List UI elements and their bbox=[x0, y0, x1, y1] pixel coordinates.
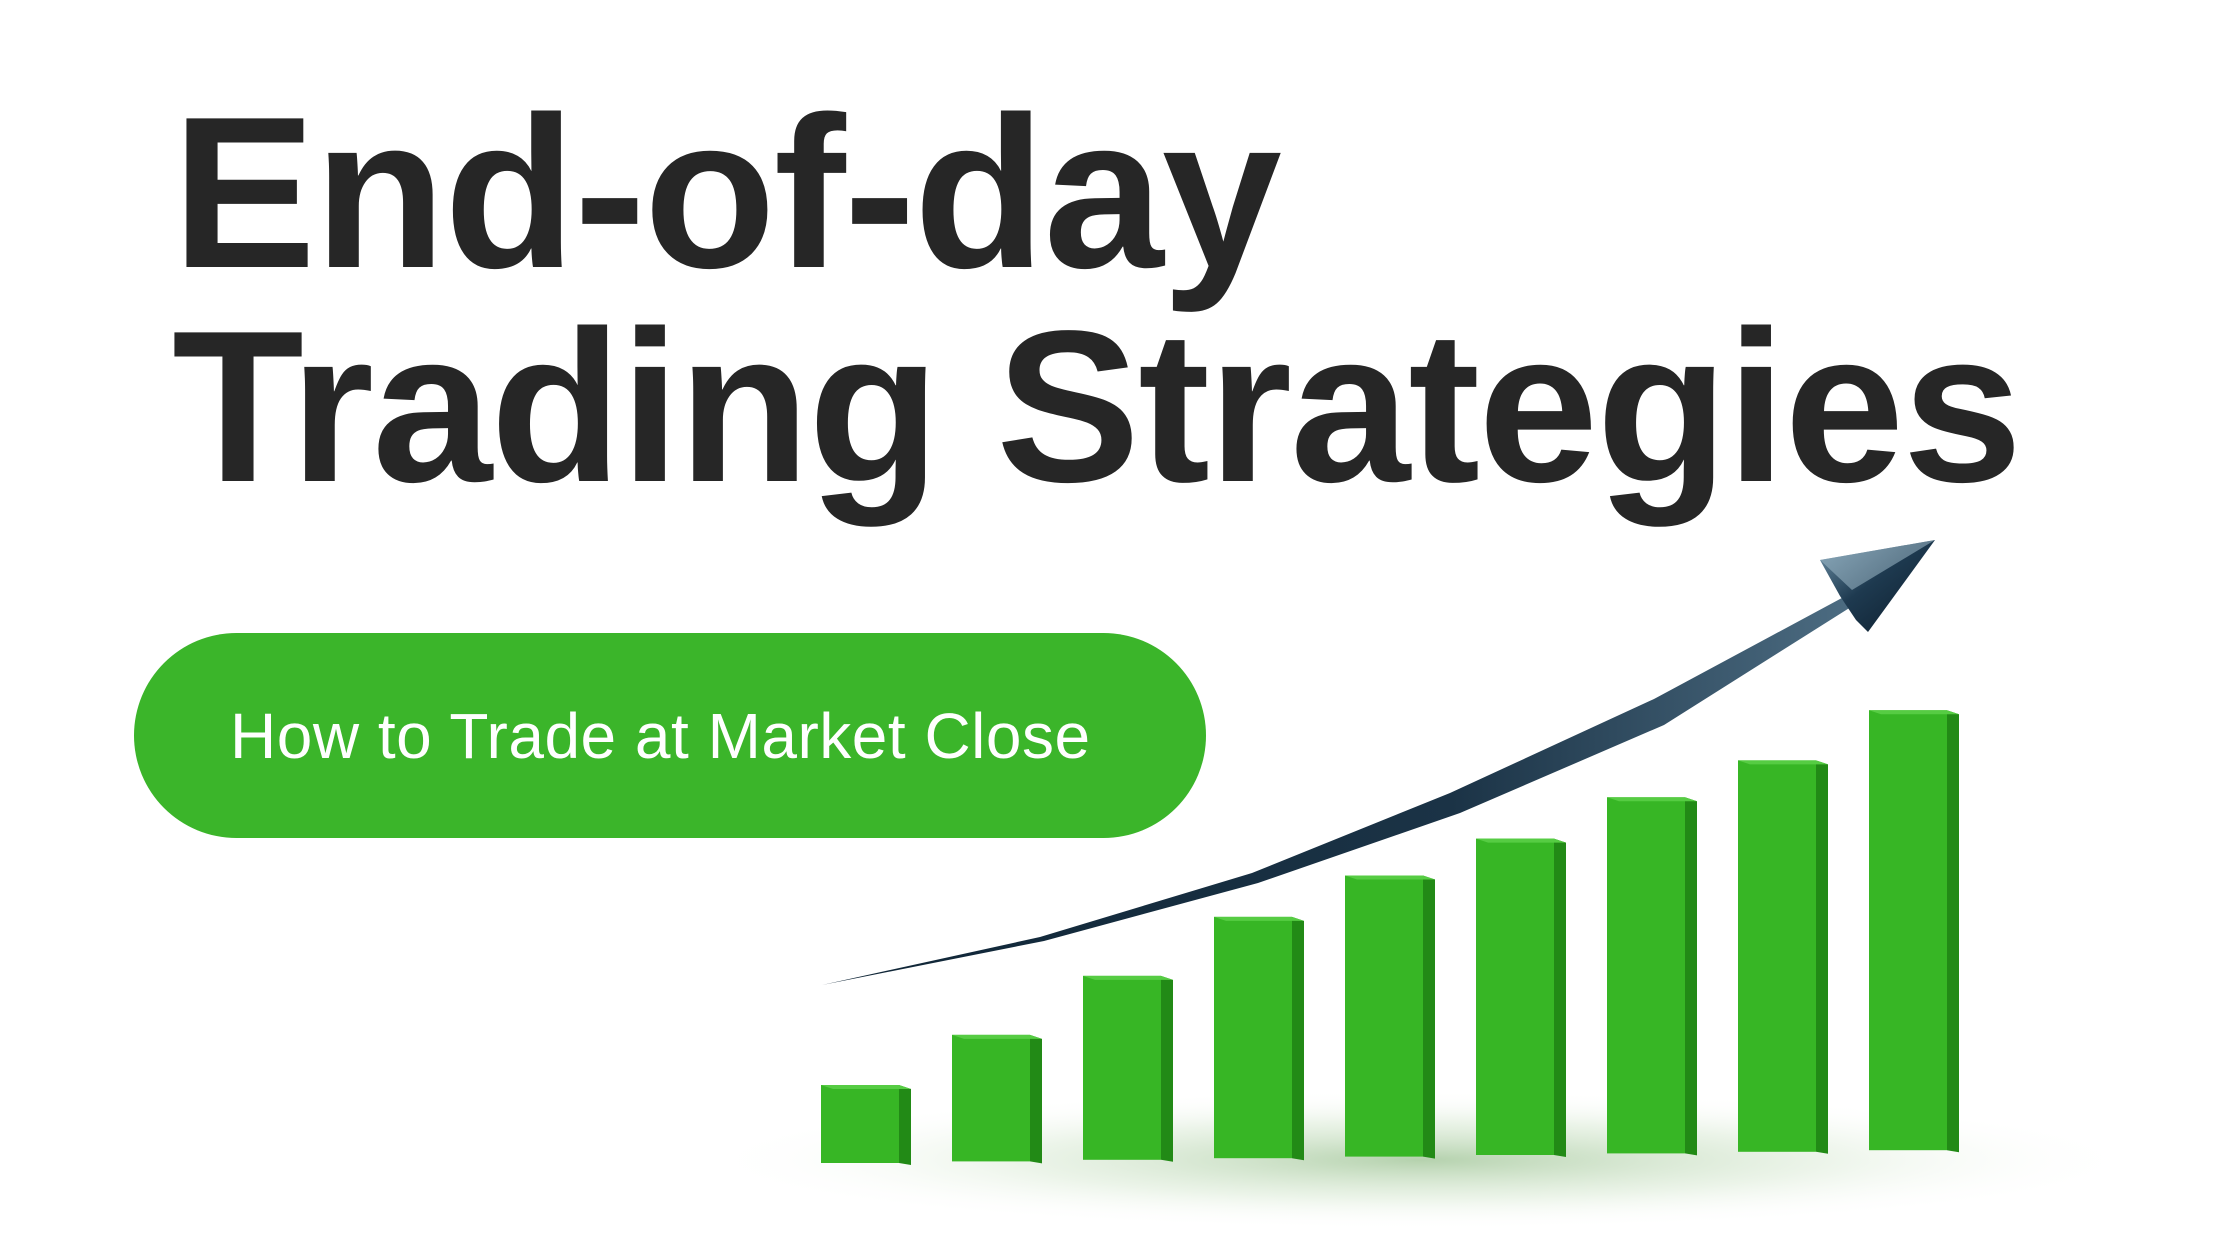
bar-front bbox=[1476, 838, 1554, 1155]
bar-top bbox=[1214, 916, 1304, 921]
bar-side bbox=[1292, 916, 1304, 1161]
bar-1 bbox=[821, 1085, 911, 1165]
bar-top bbox=[1607, 797, 1697, 802]
bar-side bbox=[1816, 760, 1828, 1154]
bar-front bbox=[1345, 875, 1423, 1157]
bar-front bbox=[952, 1034, 1030, 1162]
bar-6 bbox=[1476, 838, 1566, 1157]
bar-top bbox=[1345, 875, 1435, 880]
subtitle-text: How to Trade at Market Close bbox=[230, 699, 1091, 772]
bar-front bbox=[1607, 797, 1685, 1154]
bar-side bbox=[899, 1085, 911, 1165]
bar-front bbox=[821, 1085, 899, 1163]
bar-side bbox=[1685, 797, 1697, 1156]
bar-top bbox=[1738, 760, 1828, 765]
bars-group bbox=[821, 710, 1959, 1165]
title-line-1: End-of-day bbox=[172, 71, 1282, 313]
bar-9 bbox=[1869, 710, 1959, 1153]
bar-top bbox=[1476, 838, 1566, 843]
trend-up-arrow-icon bbox=[822, 540, 1935, 985]
bar-front bbox=[1738, 760, 1816, 1152]
bar-3 bbox=[1083, 975, 1173, 1162]
bar-top bbox=[1869, 710, 1959, 715]
subtitle-pill: How to Trade at Market Close bbox=[134, 633, 1206, 838]
bar-8 bbox=[1738, 760, 1828, 1154]
bar-2 bbox=[952, 1034, 1042, 1164]
bar-top bbox=[821, 1085, 911, 1089]
bar-7 bbox=[1607, 797, 1697, 1156]
bar-side bbox=[1423, 875, 1435, 1159]
bar-front bbox=[1083, 975, 1161, 1160]
bar-4 bbox=[1214, 916, 1304, 1161]
bar-side bbox=[1030, 1034, 1042, 1164]
bar-front bbox=[1869, 710, 1947, 1151]
bar-front bbox=[1214, 916, 1292, 1159]
title-line-2: Trading Strategies bbox=[172, 285, 2023, 527]
bar-side bbox=[1947, 710, 1959, 1153]
bar-side bbox=[1554, 838, 1566, 1157]
bar-side bbox=[1161, 975, 1173, 1162]
bar-top bbox=[1083, 975, 1173, 980]
bar-top bbox=[952, 1034, 1042, 1039]
bar-5 bbox=[1345, 875, 1435, 1159]
